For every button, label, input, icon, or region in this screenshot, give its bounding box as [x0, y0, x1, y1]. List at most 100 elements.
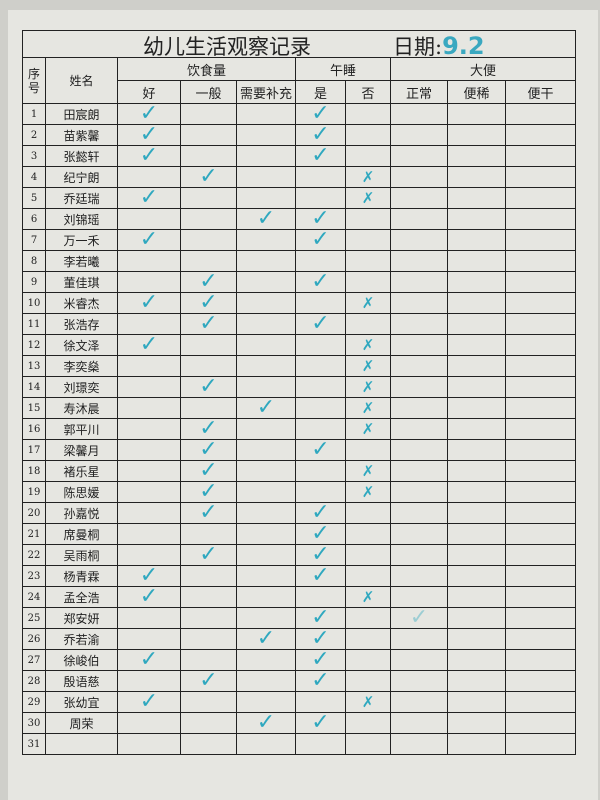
cell-nap-yes [295, 691, 346, 713]
cell-supplement [236, 481, 296, 503]
child-name [45, 733, 118, 755]
cell-nap-yes: ✓ [295, 271, 346, 293]
check-mark-icon: ✓ [199, 376, 218, 398]
cell-bowel-normal [390, 733, 448, 755]
check-mark-icon: ✓ [139, 229, 159, 251]
cell-nap-yes: ✓ [295, 229, 346, 251]
cell-nap-no [345, 733, 391, 755]
cell-normal [180, 355, 237, 377]
check-mark-icon: ✓ [311, 649, 330, 671]
cell-nap-no [345, 607, 391, 629]
cell-supplement [236, 187, 296, 209]
child-name: 陈思媛 [45, 481, 118, 503]
cell-supplement [236, 313, 296, 335]
subheader-bowel-normal: 正常 [390, 80, 448, 104]
cell-normal [180, 523, 237, 545]
cell-nap-no: ✗ [345, 166, 391, 188]
cell-good [117, 208, 181, 230]
cell-bowel-dry [505, 649, 576, 671]
row-number: 14 [22, 376, 46, 398]
cross-mark-icon: ✗ [361, 357, 375, 375]
cell-nap-no: ✗ [345, 334, 391, 356]
child-name: 乔廷瑞 [45, 187, 118, 209]
cell-normal: ✓ [180, 166, 237, 188]
child-name: 张幼宜 [45, 691, 118, 713]
child-name: 刘璟奕 [45, 376, 118, 398]
cell-bowel-dry [505, 292, 576, 314]
cell-nap-no [345, 250, 391, 272]
subheader-supplement: 需要补充 [236, 80, 296, 104]
cell-normal: ✓ [180, 418, 237, 440]
cell-good [117, 376, 181, 398]
cell-bowel-dry [505, 271, 576, 293]
child-name: 杨青霖 [45, 565, 118, 587]
row-number: 6 [22, 208, 46, 230]
cell-nap-yes: ✓ [295, 607, 346, 629]
date-field: 日期:9.2 [393, 32, 485, 58]
cell-nap-yes: ✓ [295, 544, 346, 566]
row-number: 12 [22, 334, 46, 356]
cell-bowel-dry [505, 313, 576, 335]
child-name: 米睿杰 [45, 292, 118, 314]
cell-good [117, 271, 181, 293]
title-row: 幼儿生活观察记录 日期:9.2 [22, 30, 576, 58]
check-mark-icon: ✓ [311, 607, 330, 629]
cell-nap-yes: ✓ [295, 670, 346, 692]
cell-nap-no [345, 439, 391, 461]
check-mark-icon: ✓ [409, 607, 429, 629]
table-row: 19 陈思媛 ✓ ✗ [22, 481, 576, 503]
cell-bowel-normal [390, 586, 448, 608]
cell-nap-no [345, 124, 391, 146]
cell-bowel-loose [447, 670, 506, 692]
check-mark-icon: ✓ [139, 586, 159, 608]
row-number: 20 [22, 502, 46, 524]
cell-nap-yes [295, 397, 346, 419]
child-name: 张懿轩 [45, 145, 118, 167]
cell-good: ✓ [117, 292, 181, 314]
table-row: 15 寿沐晨 ✓ ✗ [22, 397, 576, 419]
cell-good [117, 628, 181, 650]
cell-bowel-loose [447, 460, 506, 482]
check-mark-icon: ✓ [139, 187, 159, 209]
cell-normal [180, 628, 237, 650]
header-diet: 饮食量 [117, 57, 296, 81]
cell-normal: ✓ [180, 460, 237, 482]
check-mark-icon: ✓ [139, 103, 159, 125]
table-row: 23 杨青霖 ✓ ✓ [22, 565, 576, 587]
cross-mark-icon: ✗ [361, 168, 375, 186]
table-row: 7 万一禾 ✓ ✓ [22, 229, 576, 251]
cell-supplement [236, 166, 296, 188]
cell-nap-no [345, 544, 391, 566]
cell-nap-no [345, 103, 391, 125]
cell-bowel-loose [447, 271, 506, 293]
cell-bowel-dry [505, 229, 576, 251]
row-number: 22 [22, 544, 46, 566]
cell-supplement [236, 418, 296, 440]
cell-bowel-loose [447, 145, 506, 167]
cell-bowel-dry [505, 334, 576, 356]
check-mark-icon: ✓ [256, 397, 276, 419]
cell-bowel-loose [447, 628, 506, 650]
cell-good [117, 481, 181, 503]
child-name: 郑安妍 [45, 607, 118, 629]
check-mark-icon: ✓ [199, 313, 218, 335]
cell-bowel-loose [447, 208, 506, 230]
table-row: 17 梁馨月 ✓ ✓ [22, 439, 576, 461]
cell-nap-yes [295, 460, 346, 482]
cell-bowel-normal [390, 208, 448, 230]
cell-nap-yes [295, 376, 346, 398]
cell-nap-no [345, 628, 391, 650]
cell-supplement [236, 124, 296, 146]
cell-bowel-normal [390, 250, 448, 272]
cell-bowel-loose [447, 229, 506, 251]
date-value: 9.2 [442, 32, 485, 58]
cross-mark-icon: ✗ [361, 420, 375, 438]
cell-normal [180, 733, 237, 755]
cell-good [117, 313, 181, 335]
cell-normal [180, 103, 237, 125]
cell-nap-yes [295, 292, 346, 314]
cell-good: ✓ [117, 145, 181, 167]
cross-mark-icon: ✗ [361, 378, 375, 396]
cell-supplement [236, 460, 296, 482]
cell-bowel-dry [505, 397, 576, 419]
